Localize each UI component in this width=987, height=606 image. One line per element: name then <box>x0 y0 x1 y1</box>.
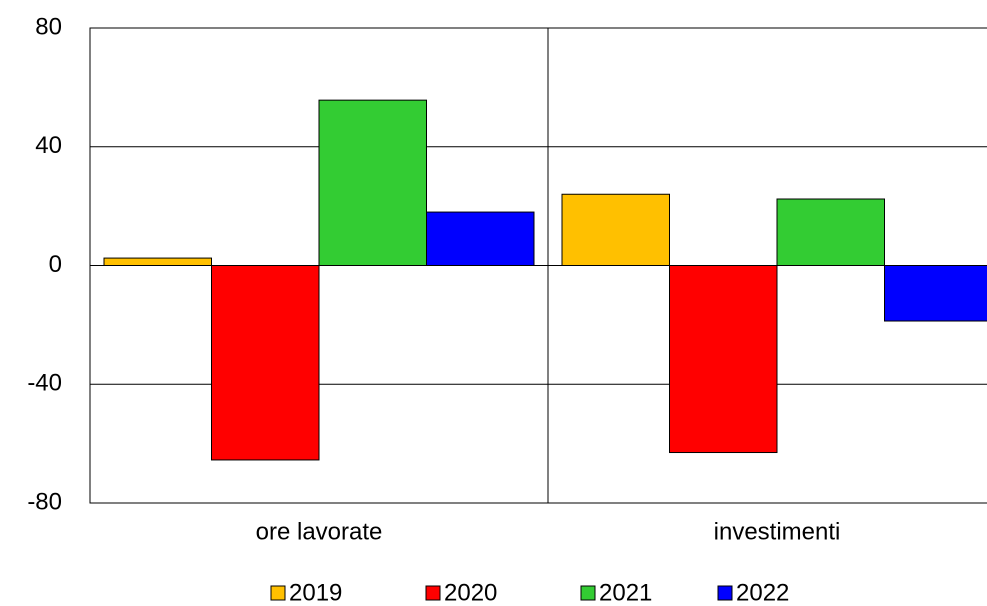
bar <box>884 265 987 322</box>
legend-label: 2019 <box>289 579 342 606</box>
x-tick-label: ore lavorate <box>256 518 383 545</box>
x-tick-label: investimenti <box>714 518 841 545</box>
bar <box>426 211 535 266</box>
legend-label: 2022 <box>736 579 789 606</box>
y-tick-label: 80 <box>35 13 62 40</box>
legend-label: 2021 <box>599 579 652 606</box>
legend-swatch <box>270 585 286 601</box>
bar <box>561 193 670 266</box>
legend-swatch <box>580 585 596 601</box>
y-tick-label: 40 <box>35 132 62 159</box>
y-tick-label: -80 <box>27 488 62 515</box>
legend-label: 2020 <box>444 579 497 606</box>
bar <box>103 257 212 266</box>
bar <box>318 99 427 266</box>
y-tick-label: 0 <box>49 251 62 278</box>
legend-swatch <box>717 585 733 601</box>
legend-swatch <box>425 585 441 601</box>
bar <box>669 265 778 454</box>
y-tick-label: -40 <box>27 370 62 397</box>
bar <box>211 265 320 461</box>
bar <box>776 198 885 266</box>
